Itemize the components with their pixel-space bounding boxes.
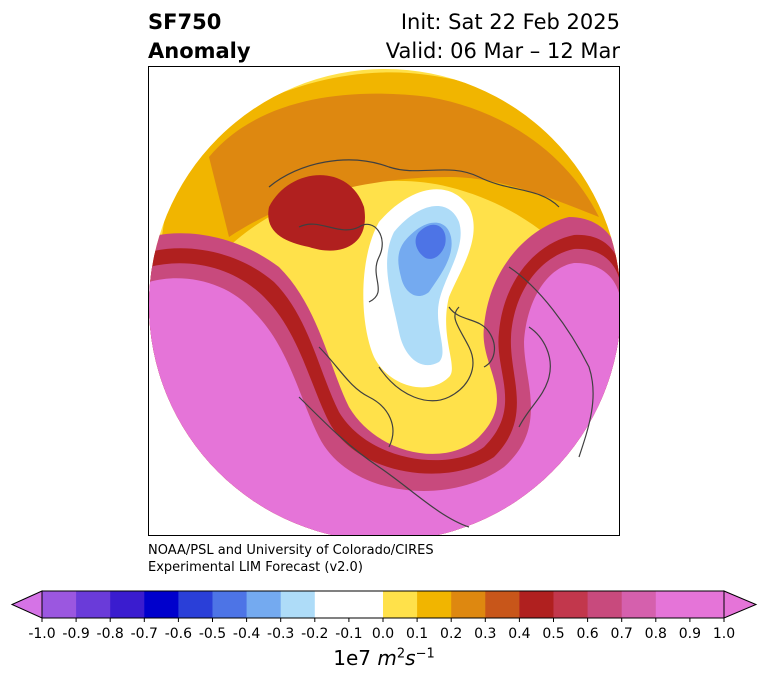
colorbar-extend-high xyxy=(723,590,758,619)
colorbar-cell xyxy=(212,591,248,618)
credit-line2: Experimental LIM Forecast (v2.0) xyxy=(148,560,363,575)
field-darkred-europe xyxy=(268,175,365,251)
field-strong-positive xyxy=(149,262,619,535)
credit-text: NOAA/PSL and University of Colorado/CIRE… xyxy=(148,542,434,576)
colorbar-units: 1e7 m2s−1 xyxy=(0,646,768,670)
colorbar-tick-label: -0.6 xyxy=(164,626,193,642)
colorbar-tick-label: 0.2 xyxy=(440,626,463,642)
colorbar-tick-label: 0.4 xyxy=(508,626,531,642)
colorbar-cell xyxy=(587,591,623,618)
colorbar-tick-label: 0.0 xyxy=(371,626,395,642)
colorbar-tick-label: 0.3 xyxy=(474,626,497,642)
colorbar-cell xyxy=(280,591,316,618)
map-title: SF750 Anomaly xyxy=(148,8,251,66)
colorbar-tick-label: 0.9 xyxy=(678,626,702,642)
field-blue xyxy=(415,224,446,259)
colorbar-tick-label: -0.8 xyxy=(96,626,124,642)
field-orange xyxy=(209,93,599,237)
colorbar-cell xyxy=(42,591,77,618)
credit-line1: NOAA/PSL and University of Colorado/CIRE… xyxy=(148,543,434,558)
colorbar-tick-label: 0.5 xyxy=(542,626,565,642)
colorbar-cell xyxy=(485,591,520,618)
forecast-dates: Init: Sat 22 Feb 2025 Valid: 06 Mar – 12… xyxy=(386,8,620,66)
anomaly-field xyxy=(149,69,619,535)
colorbar-tick-label: -0.3 xyxy=(267,626,295,642)
title-anomaly: Anomaly xyxy=(148,39,251,63)
valid-date: Valid: 06 Mar – 12 Mar xyxy=(385,39,620,63)
units-m-exp: 2 xyxy=(396,646,406,662)
colorbar-cell xyxy=(689,591,725,618)
colorbar-cell xyxy=(144,591,179,618)
colorbar-cell xyxy=(110,591,145,618)
colorbar-cell xyxy=(655,591,691,618)
colorbar-cell xyxy=(519,591,554,618)
colorbar-cell xyxy=(621,591,657,618)
colorbar-cells xyxy=(41,590,725,619)
title-variable: SF750 xyxy=(148,10,222,34)
colorbar-tick-label: -0.9 xyxy=(62,626,90,642)
colorbar-tick-label: 0.1 xyxy=(405,626,429,642)
coastlines xyxy=(268,159,594,528)
colorbar-ticks xyxy=(41,618,725,622)
colorbar-tick-label: 1.0 xyxy=(712,626,736,642)
colorbar-extend-low xyxy=(10,590,43,619)
colorbar-tick-label: -1.0 xyxy=(28,626,56,642)
colorbar-cell xyxy=(553,591,589,618)
init-date: Init: Sat 22 Feb 2025 xyxy=(400,10,620,34)
colorbar-cell xyxy=(451,591,486,618)
colorbar-tick-label: 0.8 xyxy=(644,626,667,642)
colorbar-tick-label: 0.6 xyxy=(576,626,599,642)
units-prefix: 1e7 xyxy=(333,646,378,670)
colorbar-cell xyxy=(383,591,418,618)
units-s-exp: −1 xyxy=(415,646,435,662)
colorbar-tick-label: -0.2 xyxy=(301,626,329,642)
colorbar-tick-label: -0.4 xyxy=(232,626,261,642)
colorbar-tick-label: 0.7 xyxy=(610,626,633,642)
colorbar-cell xyxy=(76,591,111,618)
colorbar-tick-label: -0.5 xyxy=(198,626,227,642)
colorbar-tick-label: -0.7 xyxy=(130,626,158,642)
units-m: m xyxy=(377,646,397,670)
polar-map xyxy=(148,66,620,536)
colorbar xyxy=(10,590,758,622)
colorbar-cell xyxy=(178,591,213,618)
colorbar-tick-label: -0.1 xyxy=(335,626,363,642)
colorbar-cell xyxy=(314,591,350,618)
colorbar-cell xyxy=(348,591,384,618)
units-s: s xyxy=(405,646,416,670)
colorbar-tick-labels: -1.0 -0.9 -0.8 -0.7 -0.6 -0.5 -0.4 -0.3 -0.2 -0.1… xyxy=(0,626,768,646)
colorbar-cell xyxy=(417,591,452,618)
colorbar-cell xyxy=(246,591,282,618)
